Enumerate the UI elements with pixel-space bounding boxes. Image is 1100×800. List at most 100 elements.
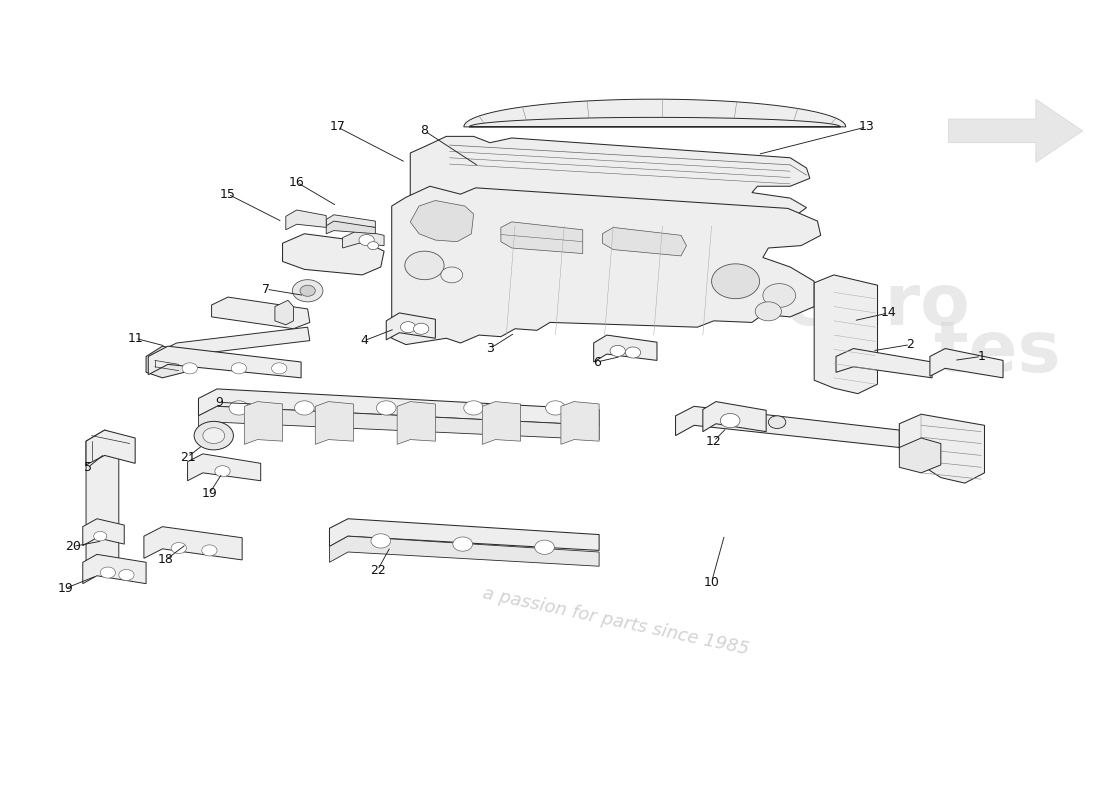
Circle shape [453, 537, 473, 551]
Text: 1: 1 [977, 350, 986, 363]
Circle shape [293, 280, 323, 302]
Polygon shape [603, 227, 686, 256]
Text: 17: 17 [329, 120, 345, 134]
Polygon shape [386, 313, 436, 340]
Text: 4: 4 [361, 334, 368, 347]
Text: 19: 19 [201, 487, 218, 500]
Text: 9: 9 [216, 396, 223, 409]
Polygon shape [561, 402, 600, 444]
Circle shape [367, 242, 378, 250]
Circle shape [172, 542, 187, 554]
Polygon shape [327, 214, 375, 227]
Circle shape [359, 234, 374, 246]
Circle shape [712, 264, 760, 298]
Circle shape [272, 362, 287, 374]
Circle shape [625, 347, 640, 358]
Polygon shape [82, 554, 146, 584]
Text: 22: 22 [370, 564, 385, 577]
Circle shape [400, 322, 416, 333]
Polygon shape [500, 222, 583, 254]
Polygon shape [900, 414, 984, 483]
Circle shape [201, 545, 217, 556]
Circle shape [610, 346, 625, 357]
Text: 16: 16 [289, 176, 305, 189]
Text: a passion for parts since 1985: a passion for parts since 1985 [481, 585, 750, 658]
Circle shape [231, 362, 246, 374]
Polygon shape [327, 221, 375, 234]
Circle shape [546, 401, 565, 415]
Text: tes: tes [934, 318, 1060, 387]
Polygon shape [342, 230, 384, 248]
Circle shape [100, 567, 116, 578]
Text: 21: 21 [179, 450, 196, 463]
Polygon shape [814, 275, 878, 394]
Text: 18: 18 [157, 554, 174, 566]
Polygon shape [594, 335, 657, 362]
Polygon shape [275, 300, 294, 325]
Text: 5: 5 [85, 461, 92, 474]
Text: 19: 19 [57, 582, 74, 595]
Polygon shape [900, 438, 940, 473]
Circle shape [371, 534, 390, 548]
Circle shape [756, 302, 781, 321]
Polygon shape [836, 349, 932, 378]
Circle shape [295, 401, 315, 415]
Circle shape [119, 570, 134, 581]
Circle shape [768, 416, 785, 429]
Polygon shape [397, 402, 436, 444]
Polygon shape [198, 406, 600, 439]
Polygon shape [188, 454, 261, 481]
Circle shape [441, 267, 463, 283]
Polygon shape [157, 327, 310, 364]
Text: 6: 6 [593, 355, 601, 369]
Polygon shape [148, 346, 301, 378]
Polygon shape [211, 297, 310, 329]
Circle shape [763, 284, 795, 307]
Polygon shape [86, 430, 119, 576]
Polygon shape [286, 210, 327, 230]
Polygon shape [244, 402, 283, 444]
Polygon shape [144, 526, 242, 560]
Circle shape [405, 251, 444, 280]
Circle shape [414, 323, 429, 334]
Polygon shape [316, 402, 353, 444]
Text: 7: 7 [262, 282, 271, 296]
Text: 3: 3 [486, 342, 494, 355]
Circle shape [300, 286, 316, 296]
Polygon shape [392, 186, 821, 345]
Polygon shape [198, 389, 600, 426]
Circle shape [94, 531, 107, 541]
Polygon shape [82, 518, 124, 546]
Circle shape [229, 401, 249, 415]
Circle shape [720, 414, 740, 428]
Polygon shape [410, 136, 810, 219]
Polygon shape [703, 402, 766, 432]
Polygon shape [948, 99, 1082, 162]
Polygon shape [283, 234, 384, 275]
Text: 15: 15 [220, 188, 235, 201]
Text: 10: 10 [704, 575, 719, 589]
Circle shape [376, 401, 396, 415]
Polygon shape [930, 349, 1003, 378]
Text: 11: 11 [128, 332, 143, 345]
Text: 8: 8 [420, 124, 429, 138]
Polygon shape [675, 406, 900, 447]
Polygon shape [410, 201, 474, 242]
Polygon shape [330, 536, 600, 566]
Text: 14: 14 [880, 306, 896, 319]
Text: 20: 20 [65, 540, 81, 553]
Circle shape [214, 466, 230, 477]
Polygon shape [482, 402, 520, 444]
Circle shape [464, 401, 483, 415]
Circle shape [183, 362, 197, 374]
Polygon shape [464, 99, 846, 127]
Polygon shape [146, 346, 185, 378]
Circle shape [202, 428, 224, 443]
Text: euro: euro [784, 270, 970, 339]
Polygon shape [86, 430, 135, 465]
Circle shape [535, 540, 554, 554]
Text: 13: 13 [859, 120, 874, 134]
Polygon shape [330, 518, 600, 550]
Text: 2: 2 [906, 338, 914, 351]
Circle shape [194, 422, 233, 450]
